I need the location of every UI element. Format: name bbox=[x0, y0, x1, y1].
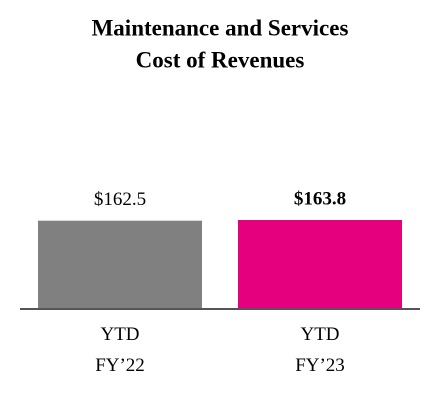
chart-title: Maintenance and Services bbox=[92, 15, 349, 40]
x-tick-label: YTD FY’22 bbox=[95, 324, 145, 376]
chart-title: Cost of Revenues bbox=[136, 47, 305, 72]
value-label: $163.8 bbox=[294, 188, 346, 209]
x-tick-label: YTD FY’23 bbox=[295, 324, 345, 376]
bar bbox=[38, 220, 202, 309]
value-label: $162.5 bbox=[94, 189, 146, 210]
bar bbox=[238, 220, 402, 309]
